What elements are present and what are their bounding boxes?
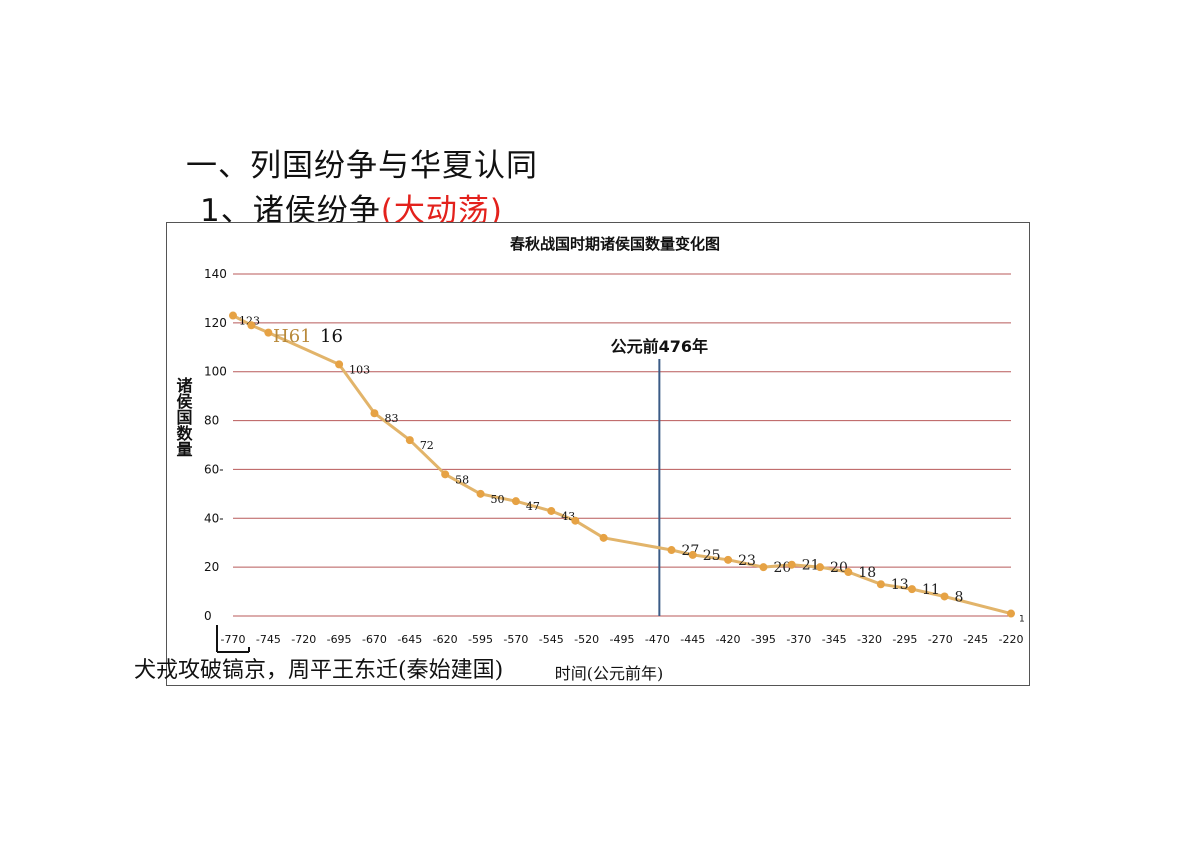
data-label: 18 (858, 565, 876, 581)
section-heading: 一、列国纷争与华夏认同 (186, 148, 538, 184)
x-tick-label: -470 (645, 633, 670, 646)
data-point (787, 560, 796, 569)
x-tick-label: -220 (999, 633, 1024, 646)
y-tick-label: 80 (204, 414, 219, 428)
series-line (232, 314, 1012, 616)
data-label: 47 (526, 500, 540, 513)
x-tick-label: -645 (397, 633, 422, 646)
data-label: 13 (891, 577, 909, 593)
x-tick-label: -445 (680, 633, 705, 646)
x-tick-bracket (216, 625, 250, 653)
data-label: 8 (955, 589, 964, 605)
x-tick-label: -495 (610, 633, 635, 646)
data-point (571, 516, 580, 525)
x-tick-label: -295 (892, 633, 917, 646)
x-axis-label: 时间(公元前年) (555, 664, 664, 683)
chart-title: 春秋战国时期诸侯国数量变化图 (510, 235, 720, 253)
data-point (264, 328, 273, 337)
x-tick-label: -745 (256, 633, 281, 646)
y-tick-label: 0 (204, 609, 212, 623)
x-tick-label: -770 (221, 633, 246, 646)
data-point (511, 497, 520, 506)
x-tick-label: -545 (539, 633, 564, 646)
data-point (844, 568, 853, 577)
x-tick-label: -245 (963, 633, 988, 646)
x-tick-label: -520 (574, 633, 599, 646)
y-tick-label: 40- (204, 511, 224, 525)
data-label: 25 (703, 548, 721, 564)
footnote: 犬戎攻破镐京，周平王东迁(秦始建国) (134, 658, 504, 683)
x-tick-label: -420 (716, 633, 741, 646)
data-point (405, 436, 414, 445)
data-label: 50 (491, 493, 505, 506)
data-point (940, 592, 949, 601)
y-tick-label: 20 (204, 560, 219, 574)
data-label: 16 (320, 326, 343, 347)
x-tick-label: -720 (291, 633, 316, 646)
data-point (370, 409, 379, 418)
y-tick-label: 60- (204, 462, 224, 476)
y-tick-label: 100 (204, 365, 227, 379)
x-tick-label: -570 (503, 633, 528, 646)
x-tick-label: -320 (857, 633, 882, 646)
data-point (667, 546, 676, 555)
y-axis-label: 诸侯国数量 (174, 376, 193, 457)
y-tick-label: 120 (204, 316, 227, 330)
x-tick-label: -595 (468, 633, 493, 646)
x-tick-label: -370 (786, 633, 811, 646)
data-label: 11 (922, 582, 940, 598)
data-point (476, 489, 485, 498)
data-point (816, 563, 825, 572)
data-label: 58 (455, 473, 469, 486)
data-point (688, 550, 697, 559)
data-point (547, 506, 556, 515)
x-tick-label: -695 (327, 633, 352, 646)
data-label: 83 (384, 412, 398, 425)
data-label: 21 (802, 558, 820, 574)
data-point (876, 580, 885, 589)
data-point (1007, 609, 1015, 618)
data-label: 20 (773, 560, 791, 576)
x-tick-label: -620 (433, 633, 458, 646)
data-label: H61 (273, 326, 312, 347)
x-tick-label: -270 (928, 633, 953, 646)
data-point (907, 585, 916, 594)
data-label: 1 (1019, 615, 1025, 625)
data-label: 103 (349, 363, 370, 376)
divider-label: 公元前476年 (611, 337, 708, 356)
data-point (247, 321, 256, 330)
x-tick-label: -345 (822, 633, 847, 646)
data-point (724, 555, 733, 564)
data-point (335, 360, 344, 369)
data-label: 72 (420, 439, 434, 452)
data-point (599, 533, 608, 542)
x-tick-label: -395 (751, 633, 776, 646)
data-point (759, 563, 768, 572)
data-point (229, 311, 237, 320)
y-tick-label: 140 (204, 267, 227, 281)
data-point (441, 470, 450, 479)
chart-frame: 春秋战国时期诸侯国数量变化图 0 20 40- 60- 80 100 120 140 诸侯国数量 -… (166, 222, 1030, 686)
data-label: 20 (830, 560, 848, 576)
x-tick-label: -670 (362, 633, 387, 646)
data-label: 23 (738, 553, 756, 569)
